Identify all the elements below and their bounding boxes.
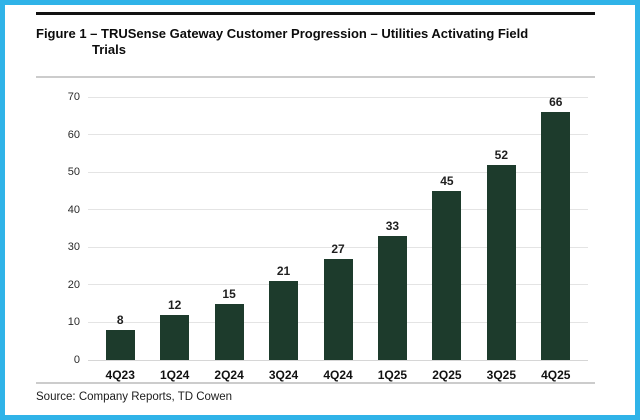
bar-value-label-2Q25: 45 — [440, 173, 454, 188]
gridline-40 — [88, 209, 588, 211]
source-divider — [36, 382, 595, 384]
x-tick-label-2Q24: 2Q24 — [214, 368, 244, 382]
bar-1Q25 — [377, 236, 407, 360]
bars-layer: 8 12 15 21 27 33 45 52 66 — [93, 95, 583, 360]
bar-value-label-1Q25: 33 — [385, 219, 400, 233]
title-divider — [36, 76, 595, 78]
figure-title: Figure 1 – TRUSense Gateway Customer Pro… — [36, 26, 594, 58]
x-tick-label-4Q23: 4Q23 — [105, 368, 135, 382]
bar-4Q25 — [541, 112, 571, 360]
bar-value-label-4Q25: 66 — [549, 95, 563, 110]
bar-4Q24 — [323, 258, 353, 360]
x-tick-label-3Q24: 3Q24 — [268, 368, 299, 382]
x-tick-label-2Q25: 2Q25 — [432, 368, 462, 382]
x-tick-label-1Q25: 1Q25 — [377, 368, 408, 382]
bar-value-label-1Q24: 12 — [167, 297, 182, 312]
gridline-60 — [88, 134, 588, 136]
plot-area: 0 10 20 30 40 50 60 70 8 12 15 21 27 33 45 52 66 4Q23 1Q… — [68, 91, 588, 382]
bar-3Q24 — [269, 281, 299, 360]
x-tick-label-1Q24: 1Q24 — [159, 368, 190, 382]
bar-value-label-4Q23: 8 — [116, 312, 124, 327]
x-tick-label-4Q24: 4Q24 — [323, 368, 353, 382]
y-tick-label-0: 0 — [73, 354, 80, 366]
gridline-70 — [88, 96, 588, 98]
top-rule — [36, 12, 595, 15]
bar-3Q25 — [486, 164, 516, 360]
bar-value-label-2Q24: 15 — [222, 286, 236, 301]
figure-title-line2: Trials — [92, 42, 126, 57]
y-tick-label-50: 50 — [67, 166, 80, 179]
y-tick-label-70: 70 — [67, 91, 80, 103]
bar-value-label-3Q24: 21 — [276, 264, 291, 279]
x-tick-label-3Q25: 3Q25 — [486, 368, 516, 382]
bar-2Q24 — [214, 303, 244, 360]
gridline-0 — [88, 359, 588, 361]
y-tick-label-30: 30 — [67, 241, 80, 254]
bar-4Q23 — [105, 329, 135, 360]
source-text: Source: Company Reports, TD Cowen — [36, 391, 233, 403]
y-tick-label-60: 60 — [67, 128, 80, 141]
figure-title-line1: Figure 1 – TRUSense Gateway Customer Pro… — [36, 26, 529, 41]
gridline-30 — [88, 246, 588, 248]
y-tick-label-20: 20 — [67, 278, 80, 291]
bar-2Q25 — [432, 190, 462, 360]
bar-value-label-4Q24: 27 — [331, 241, 345, 256]
gridline-50 — [88, 171, 588, 173]
bar-1Q24 — [160, 314, 190, 360]
y-tick-label-10: 10 — [67, 316, 80, 329]
x-tick-label-4Q25: 4Q25 — [541, 368, 571, 382]
y-tick-label-40: 40 — [67, 203, 80, 216]
bar-value-label-3Q25: 52 — [494, 147, 508, 162]
